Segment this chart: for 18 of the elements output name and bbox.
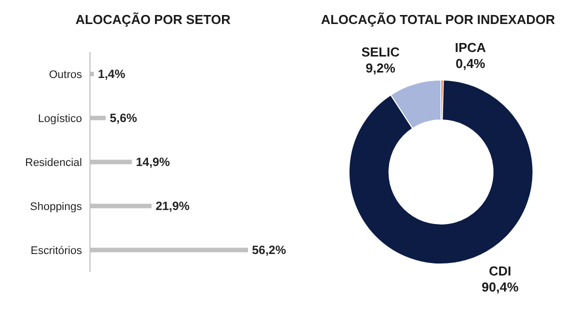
y-tick-label: Residencial bbox=[25, 156, 82, 169]
y-tick-label: Shoppings bbox=[30, 200, 82, 213]
y-tick-label: Outros bbox=[48, 68, 82, 81]
data-label: 1,4% bbox=[98, 67, 126, 81]
data-label: 21,9% bbox=[156, 199, 190, 213]
data-label: 5,6% bbox=[110, 111, 138, 125]
data-label: 0,4% bbox=[456, 56, 486, 72]
data-label: 90,4% bbox=[482, 280, 519, 295]
slice-label: SELIC bbox=[361, 44, 400, 60]
data-label: 56,2% bbox=[252, 243, 286, 257]
data-label: 9,2% bbox=[366, 60, 396, 76]
slice-label: IPCA bbox=[454, 40, 487, 56]
chart-title: ALOCAÇÃO POR SETOR bbox=[74, 12, 232, 29]
y-tick-label: Escritórios bbox=[30, 244, 82, 257]
chart-title: ALOCAÇÃO TOTAL POR INDEXADOR bbox=[320, 12, 556, 29]
data-label: 14,9% bbox=[136, 155, 170, 169]
y-tick-label: Logístico bbox=[38, 112, 82, 125]
slice-label: CDI bbox=[488, 264, 512, 279]
